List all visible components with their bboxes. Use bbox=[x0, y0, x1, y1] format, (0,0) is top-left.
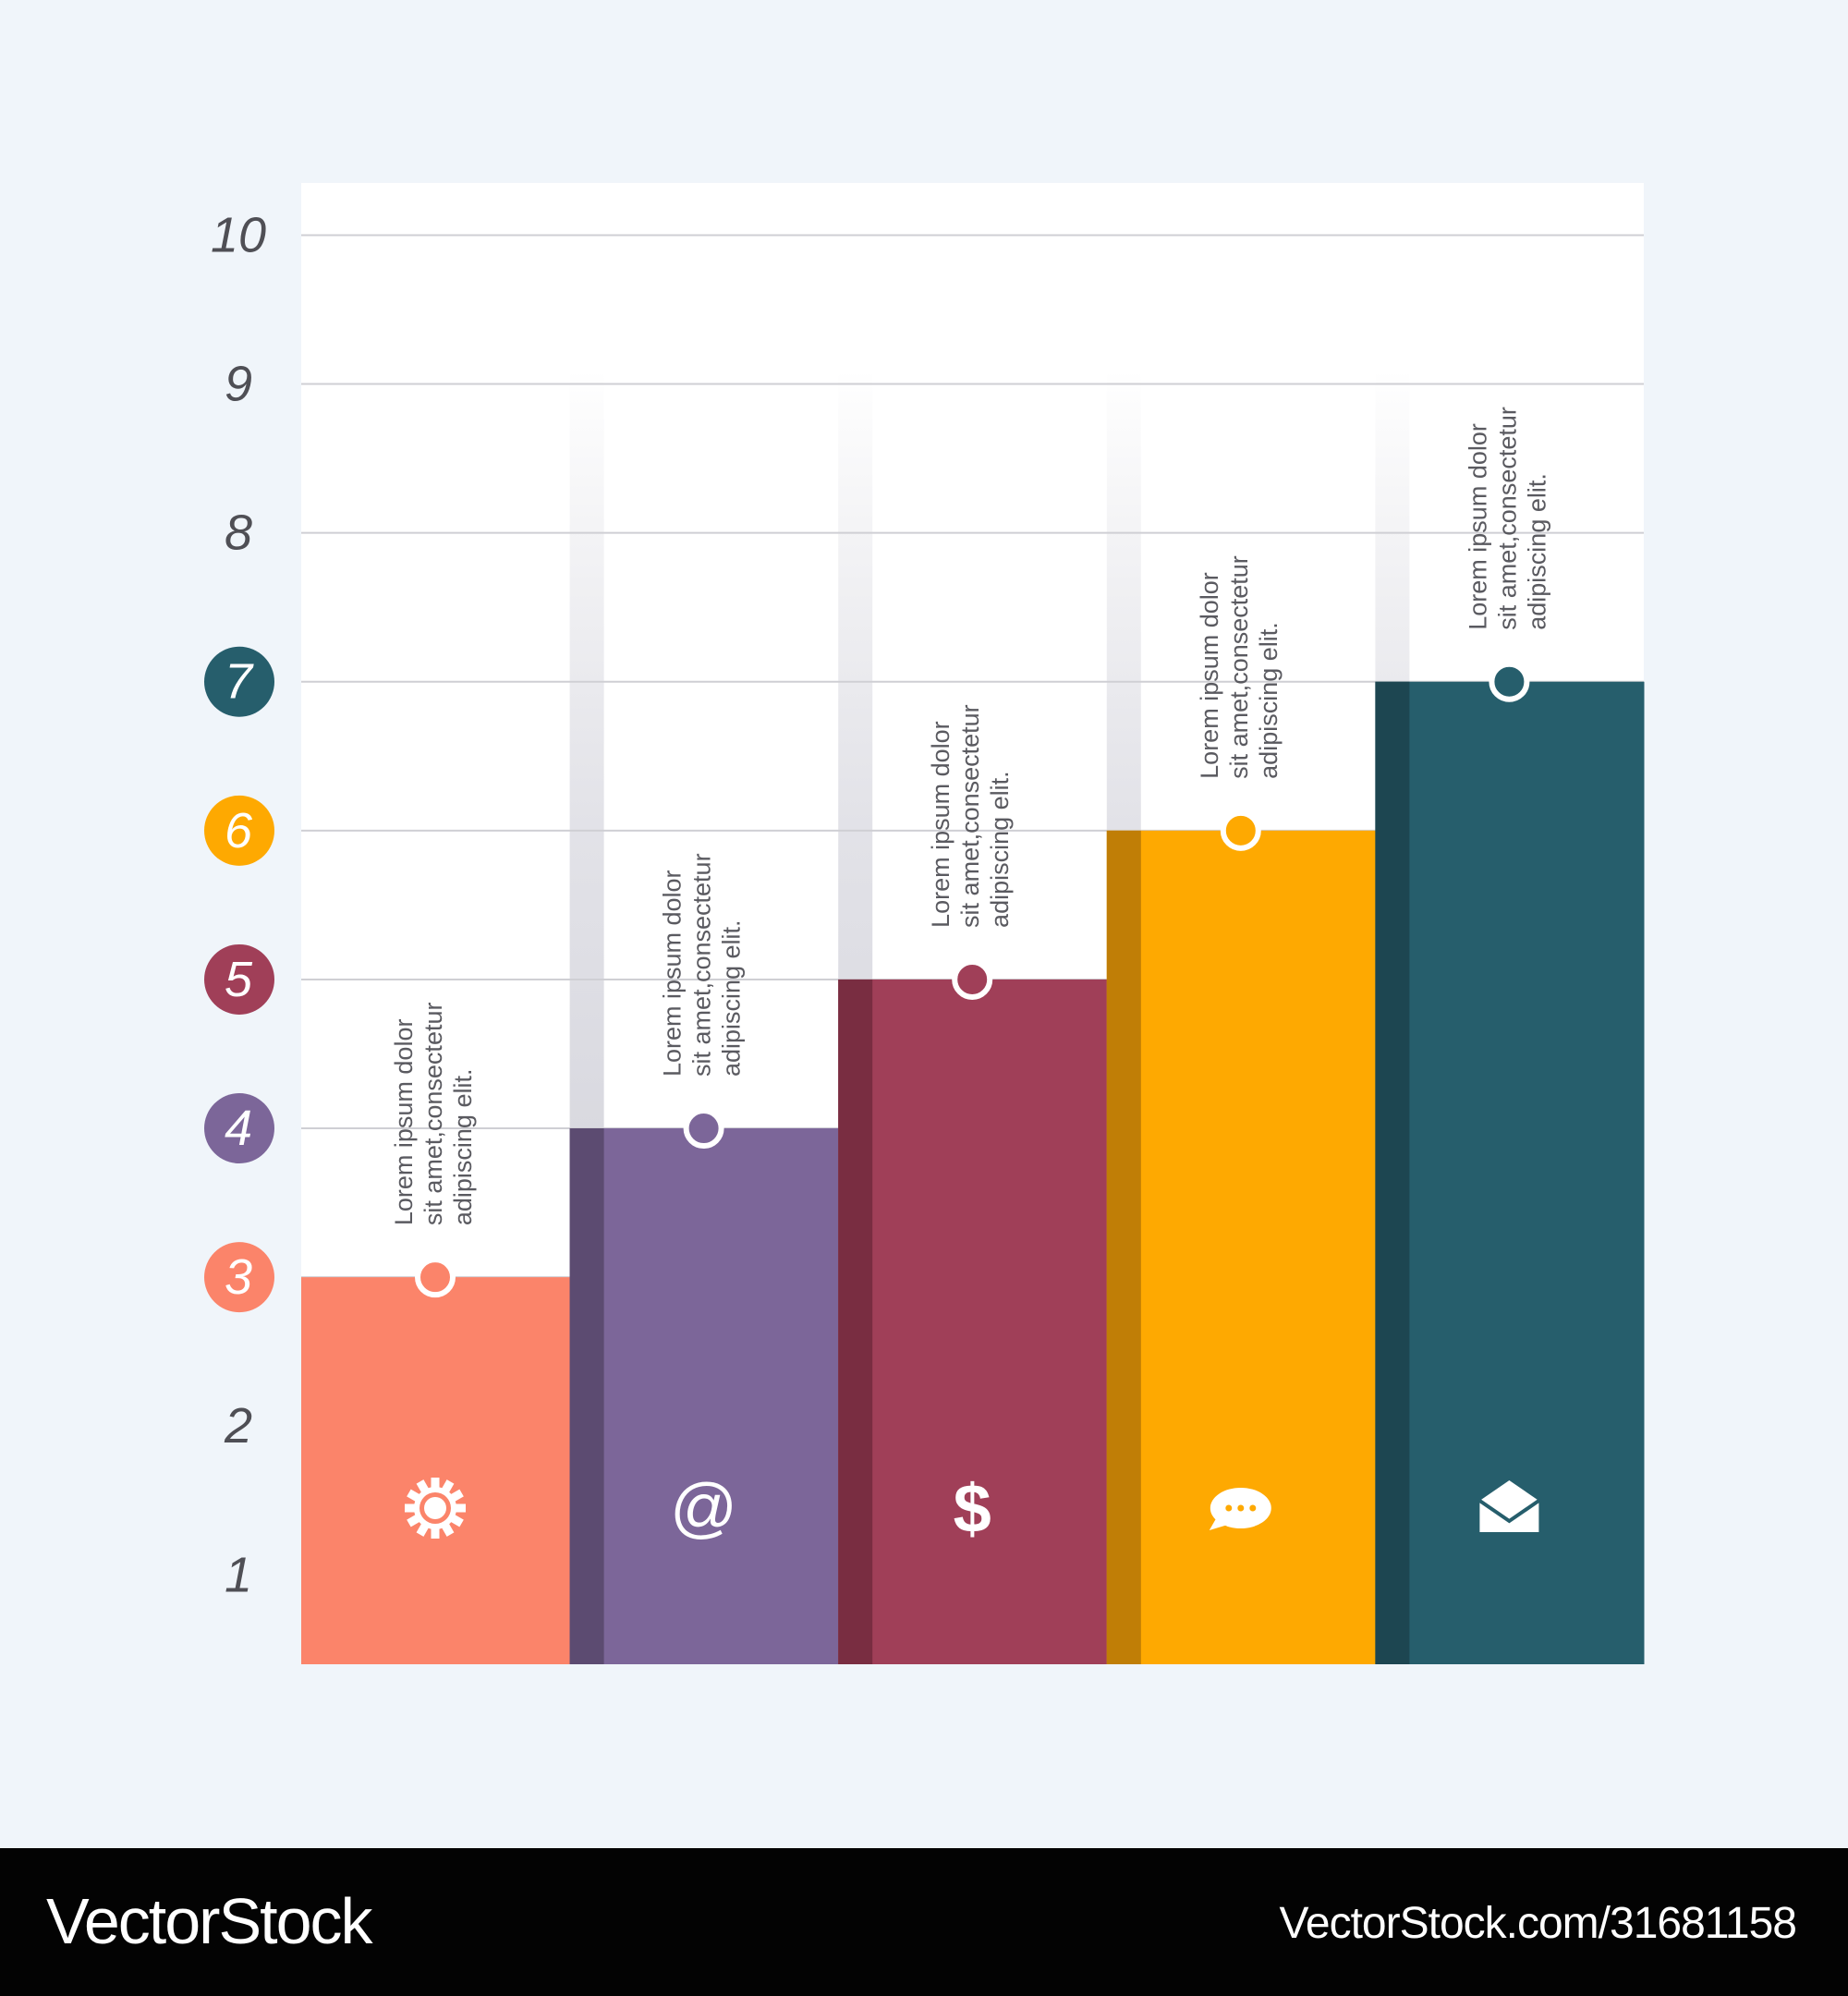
gear-tooth bbox=[431, 1478, 440, 1489]
chart-canvas: 1 2 3 4 5 6 7 8 9 10 @ $ Lorem ipsum dolor sit amet… bbox=[204, 183, 1645, 1664]
bubble-dot bbox=[1225, 1504, 1233, 1512]
brand-name: VectorStock bbox=[46, 1885, 373, 1957]
y-tick-label-1: 1 bbox=[225, 1547, 252, 1602]
y-tick-label-5: 5 bbox=[225, 952, 253, 1007]
tick-badge-6 bbox=[204, 795, 274, 866]
annotation-3-line-1: Lorem ipsum dolor bbox=[927, 721, 954, 928]
tick-badge-3 bbox=[204, 1242, 274, 1313]
y-tick-label-6: 6 bbox=[225, 803, 253, 858]
bar-3 bbox=[838, 979, 1108, 1664]
bar-shade-4 bbox=[1106, 830, 1141, 1664]
watermark-footer: VectorStock VectorStock.com/31681158 bbox=[0, 1848, 1848, 1996]
dollar-sign-glyph: $ bbox=[954, 1470, 991, 1547]
gear-tooth bbox=[431, 1527, 440, 1539]
annotation-1-line-1: Lorem ipsum dolor bbox=[390, 1019, 418, 1226]
tick-badge-4 bbox=[204, 1093, 274, 1164]
bar-shade-3 bbox=[838, 979, 873, 1664]
gear-tooth bbox=[405, 1503, 416, 1513]
annotation-2-line-2: sit amet,consectetur bbox=[688, 853, 716, 1077]
at-sign-glyph: @ bbox=[670, 1471, 737, 1545]
value-marker-1 bbox=[415, 1257, 456, 1298]
bubble-dot bbox=[1237, 1504, 1245, 1512]
bar-shade-2 bbox=[569, 1128, 604, 1664]
gear-tooth bbox=[455, 1503, 466, 1513]
at-sign-icon: @ bbox=[670, 1471, 737, 1545]
annotation-5-line-1: Lorem ipsum dolor bbox=[1464, 423, 1491, 630]
annotation-2-line-1: Lorem ipsum dolor bbox=[659, 870, 687, 1077]
tick-badge-7 bbox=[204, 646, 274, 717]
gear-hub bbox=[424, 1497, 446, 1519]
value-marker-2 bbox=[683, 1108, 724, 1150]
y-tick-label-9: 9 bbox=[225, 357, 252, 412]
annotation-3-line-3: adipiscing elit. bbox=[986, 771, 1014, 928]
y-tick-label-4: 4 bbox=[225, 1101, 252, 1156]
y-tick-label-8: 8 bbox=[225, 505, 252, 561]
y-tick-label-2: 2 bbox=[224, 1398, 252, 1454]
annotation-1-line-3: adipiscing elit. bbox=[449, 1069, 477, 1226]
annotation-4-line-1: Lorem ipsum dolor bbox=[1196, 572, 1223, 779]
y-tick-label-3: 3 bbox=[225, 1249, 252, 1305]
annotation-4-line-3: adipiscing elit. bbox=[1255, 622, 1283, 779]
dollar-sign-icon: $ bbox=[954, 1470, 991, 1547]
envelope-icon bbox=[1478, 1480, 1540, 1532]
envelope-flap bbox=[1478, 1499, 1540, 1524]
value-marker-4 bbox=[1220, 809, 1261, 851]
bar-2 bbox=[569, 1128, 839, 1664]
annotation-4-line-2: sit amet,consectetur bbox=[1225, 555, 1253, 779]
annotation-3-line-2: sit amet,consectetur bbox=[956, 704, 984, 928]
bubble-tail bbox=[1209, 1517, 1228, 1530]
annotation-2: Lorem ipsum dolor sit amet,consectetur adi… bbox=[659, 853, 746, 1077]
y-tick-label-10: 10 bbox=[211, 207, 266, 262]
bubble-dot bbox=[1249, 1504, 1257, 1512]
value-marker-5 bbox=[1489, 661, 1530, 702]
annotation-4: Lorem ipsum dolor sit amet,consectetur adi… bbox=[1196, 555, 1283, 779]
tick-badge-5 bbox=[204, 943, 274, 1015]
value-marker-3 bbox=[952, 958, 993, 1000]
brand-logo: VectorStock bbox=[46, 1889, 373, 1953]
bar-shade-5 bbox=[1375, 681, 1410, 1664]
gear-icon bbox=[405, 1478, 466, 1539]
annotation-5: Lorem ipsum dolor sit amet,consectetur adi… bbox=[1464, 407, 1550, 630]
annotation-1: Lorem ipsum dolor sit amet,consectetur adi… bbox=[390, 1003, 477, 1226]
brand-url: VectorStock.com/31681158 bbox=[1279, 1899, 1797, 1948]
annotation-3: Lorem ipsum dolor sit amet,consectetur adi… bbox=[927, 704, 1014, 928]
annotation-5-line-3: adipiscing elit. bbox=[1523, 473, 1550, 630]
envelope-body bbox=[1479, 1480, 1539, 1532]
y-tick-label-7: 7 bbox=[225, 654, 254, 710]
speech-bubble-icon bbox=[1209, 1488, 1271, 1530]
annotation-1-line-2: sit amet,consectetur bbox=[419, 1003, 447, 1226]
annotation-2-line-3: adipiscing elit. bbox=[718, 919, 746, 1077]
bar-4 bbox=[1106, 830, 1376, 1664]
annotation-5-line-2: sit amet,consectetur bbox=[1493, 407, 1521, 630]
bar-1 bbox=[301, 1277, 571, 1664]
